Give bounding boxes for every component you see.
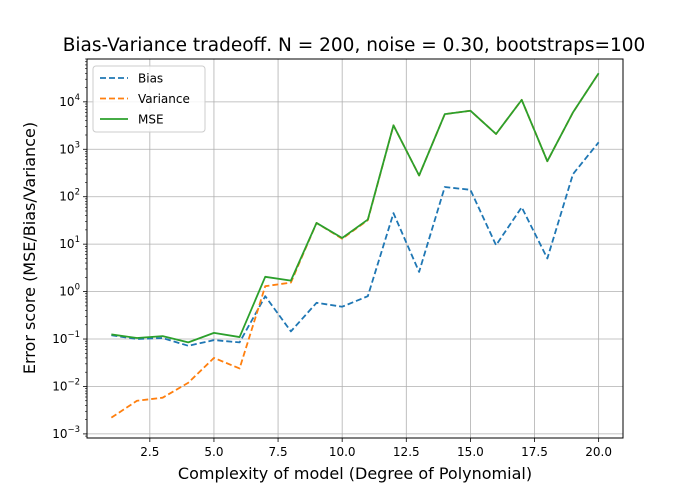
grid <box>87 59 623 438</box>
y-tick-label: 10−1 <box>52 330 80 346</box>
y-tick-label: 104 <box>59 93 80 109</box>
y-tick-label: 10−3 <box>52 425 80 441</box>
x-axis-label: Complexity of model (Degree of Polynomia… <box>178 464 532 483</box>
legend-label-mse: MSE <box>138 113 164 127</box>
y-axis-label: Error score (MSE/Bias/Variance) <box>20 122 39 374</box>
legend-label-variance: Variance <box>138 92 190 106</box>
y-tick-label: 10−2 <box>52 377 80 393</box>
x-tick-label: 10.0 <box>329 445 356 459</box>
x-tick-label: 15.0 <box>457 445 484 459</box>
y-axis-ticks: 10−3 10−2 10−1 100 101 102 103 104 <box>52 58 87 441</box>
chart-title: Bias-Variance tradeoff. N = 200, noise =… <box>63 35 646 56</box>
y-tick-label: 101 <box>59 235 80 251</box>
legend-label-bias: Bias <box>138 72 163 86</box>
legend-box <box>92 65 206 133</box>
legend: Bias Variance MSE <box>92 65 206 133</box>
x-tick-label: 12.5 <box>393 445 420 459</box>
series-line-bias <box>111 141 600 347</box>
y-tick-label: 102 <box>59 188 80 204</box>
x-tick-label: 2.5 <box>140 445 159 459</box>
x-tick-label: 5.0 <box>204 445 223 459</box>
x-tick-label: 7.5 <box>269 445 288 459</box>
x-tick-label: 20.0 <box>585 445 612 459</box>
y-tick-label: 103 <box>59 140 80 156</box>
y-tick-label: 100 <box>59 283 80 299</box>
plot-lines <box>110 72 600 419</box>
x-tick-label: 17.5 <box>521 445 548 459</box>
series-line-mse <box>111 72 600 344</box>
x-axis-ticks: 2.5 5.0 7.5 10.0 12.5 15.0 17.5 20.0 <box>140 438 612 459</box>
